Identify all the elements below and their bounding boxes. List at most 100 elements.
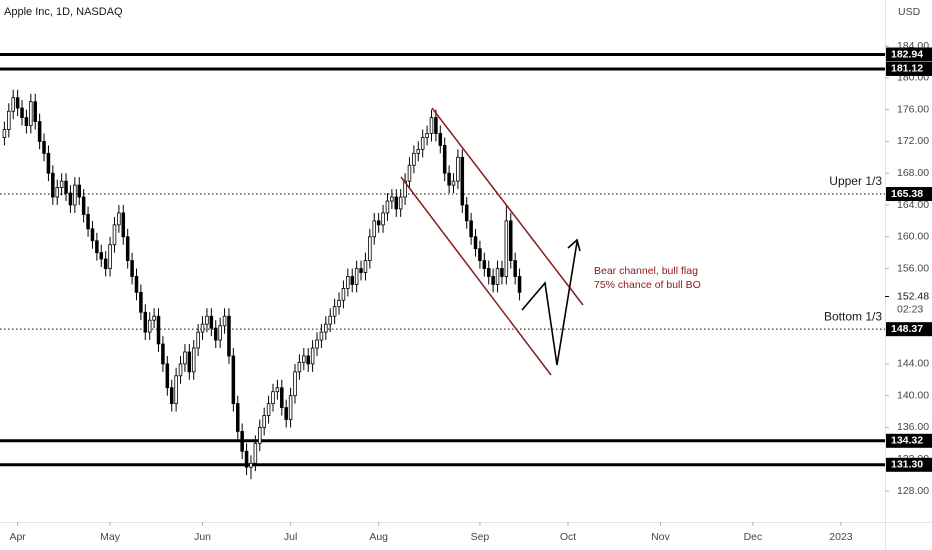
- candle-body: [328, 315, 332, 325]
- candle-body: [478, 248, 482, 262]
- level-label: 181.12: [891, 63, 923, 75]
- candle-body: [11, 97, 15, 112]
- candle-body: [319, 331, 324, 341]
- candle-body: [337, 299, 341, 308]
- candle-body: [394, 196, 399, 210]
- candle-body: [372, 220, 377, 238]
- candle-body: [244, 450, 249, 468]
- candles: [2, 89, 522, 480]
- level-label-box: [886, 322, 932, 337]
- candle-body: [73, 184, 77, 206]
- candle-body: [271, 391, 275, 405]
- candle-body: [77, 184, 82, 198]
- candle-body: [491, 276, 495, 285]
- candle-body: [354, 268, 359, 285]
- candle-body: [464, 204, 469, 222]
- candle-body: [517, 276, 522, 293]
- candle-body: [495, 268, 500, 285]
- candle-body: [196, 331, 200, 349]
- candle-body: [121, 212, 126, 238]
- candle-body: [209, 315, 214, 329]
- candle-body: [341, 288, 346, 301]
- x-tick-label: 2023: [829, 531, 853, 543]
- candle-body: [500, 268, 504, 277]
- x-tick-label: Nov: [651, 531, 670, 543]
- candle-body: [407, 164, 412, 182]
- level-label-box: [886, 61, 932, 76]
- candle-body: [156, 315, 161, 345]
- candle-body: [473, 236, 478, 250]
- x-tick-label: May: [100, 531, 121, 543]
- candle-body: [95, 240, 99, 254]
- candle-body: [297, 361, 302, 373]
- candle-body: [161, 343, 165, 365]
- candle-body: [346, 276, 350, 289]
- candle-body: [385, 200, 390, 214]
- candle-body: [68, 192, 73, 206]
- level-label-box: [886, 457, 932, 472]
- candle-body: [33, 101, 37, 122]
- y-tick-label: 140.00: [897, 389, 929, 401]
- candle-body: [376, 220, 381, 226]
- candle-body: [130, 260, 134, 277]
- candle-body: [451, 180, 456, 186]
- y-tick-label: 164.00: [897, 199, 929, 211]
- candle-body: [169, 387, 174, 405]
- candle-body: [306, 355, 310, 365]
- candle-body: [456, 156, 460, 182]
- candle-body: [504, 220, 509, 277]
- candle-body: [55, 187, 60, 198]
- candle-body: [112, 224, 117, 246]
- candle-body: [200, 323, 205, 333]
- candle-body: [434, 117, 438, 134]
- level-label-box: [886, 433, 932, 448]
- candle-body: [64, 180, 68, 194]
- candle-body: [315, 339, 319, 349]
- candle-body: [108, 244, 112, 269]
- candle-body: [20, 107, 24, 118]
- candle-body: [134, 276, 139, 293]
- candle-body: [438, 133, 443, 146]
- y-tick-label: 172.00: [897, 135, 929, 147]
- candle-body: [482, 260, 487, 269]
- candle-body: [508, 220, 513, 262]
- y-tick-label: 168.00: [897, 167, 929, 179]
- candle-body: [469, 220, 473, 238]
- candle-body: [51, 172, 55, 198]
- candle-body: [99, 252, 104, 260]
- level-label: 134.32: [891, 435, 923, 447]
- candle-body: [359, 268, 363, 273]
- x-tick-label: Jul: [284, 531, 297, 543]
- candle-body: [139, 291, 143, 313]
- candle-body: [447, 172, 451, 186]
- levels: [0, 53, 885, 467]
- candle-body: [310, 347, 315, 365]
- x-tick-label: Dec: [744, 531, 763, 543]
- level-label: 165.38: [891, 188, 923, 200]
- candle-body: [29, 101, 33, 126]
- chart-title: Apple Inc, 1D, NASDAQ: [4, 6, 123, 18]
- candle-body: [37, 121, 42, 142]
- candle-body: [412, 152, 416, 166]
- level-label-box: [886, 187, 932, 202]
- candle-body: [460, 156, 465, 206]
- candle-body: [187, 351, 192, 373]
- candle-body: [420, 137, 425, 150]
- candle-body: [191, 347, 196, 373]
- candle-body: [46, 152, 51, 174]
- candle-body: [205, 315, 209, 325]
- candle-body: [24, 117, 29, 126]
- level-label: 131.30: [891, 459, 923, 471]
- y-tick-label: 176.00: [897, 103, 929, 115]
- candle-body: [350, 276, 355, 285]
- candle-body: [398, 196, 403, 210]
- x-tick-label: Aug: [369, 531, 388, 543]
- candle-body: [152, 315, 156, 321]
- x-tick-label: Sep: [471, 531, 490, 543]
- candle-body: [231, 355, 236, 405]
- candle-body: [218, 325, 222, 341]
- currency: USD: [898, 6, 921, 18]
- x-tick-label: Jun: [194, 531, 211, 543]
- candle-body: [363, 260, 368, 273]
- y-tick-label: 156.00: [897, 262, 929, 274]
